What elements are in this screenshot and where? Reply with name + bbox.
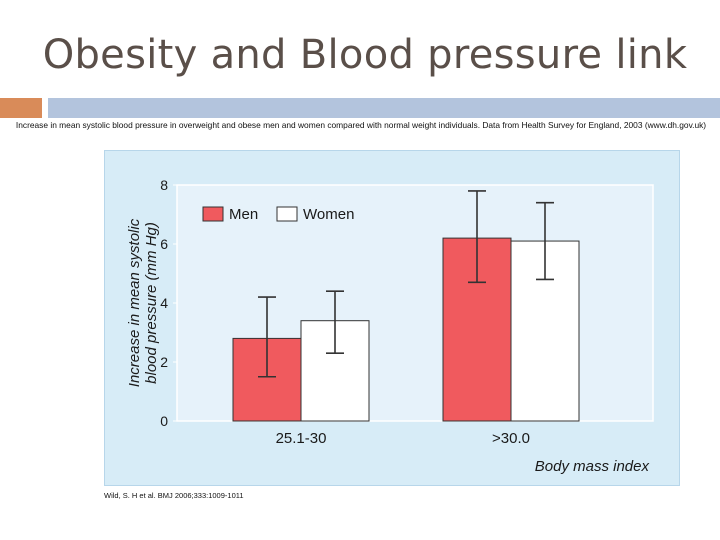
chart-figure: 0 2 4 6 8 Increase in mean systolic blood pres… [104,150,680,486]
bar-men [232,337,302,422]
bar-chart: 0 2 4 6 8 Increase in mean systolic blood pres… [126,177,654,475]
legend-label-men: Men [229,206,258,223]
x-tick-label: 25.1-30 [276,430,327,447]
y-axis-label: Increase in mean systolic [126,218,143,387]
x-axis-label: Body mass index [535,458,650,475]
y-tick-label: 0 [160,413,168,429]
accent-bar-blue [48,98,720,118]
legend-swatch-men [202,206,224,222]
slide-title: Obesity and Blood pressure link [42,32,688,78]
legend-swatch-women [276,206,298,222]
citation: Wild, S. H et al. BMJ 2006;333:1009-1011 [104,491,244,500]
x-tick-label: >30.0 [492,430,530,447]
accent-bar-orange [0,98,42,118]
y-tick-label: 4 [160,295,168,311]
y-axis-label: blood pressure (mm Hg) [143,222,160,384]
y-tick-label: 8 [160,177,168,193]
y-tick-label: 2 [160,354,168,370]
figure-caption: Increase in mean systolic blood pressure… [15,120,707,130]
y-tick-label: 6 [160,236,168,252]
legend-label-women: Women [303,206,354,223]
